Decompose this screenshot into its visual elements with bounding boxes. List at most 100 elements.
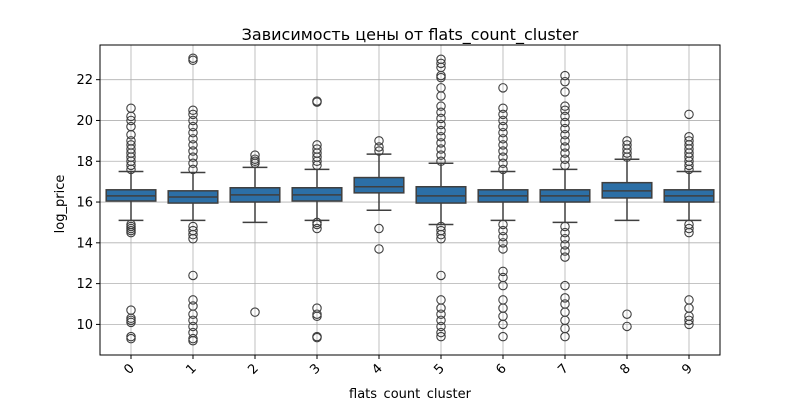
outlier-point	[560, 234, 570, 244]
outlier-point	[560, 142, 570, 152]
outlier-point	[560, 331, 570, 342]
outlier-point	[684, 219, 694, 230]
box-series	[105, 53, 715, 346]
outlier-point	[126, 136, 136, 146]
outlier-point	[498, 115, 508, 126]
outlier-point	[436, 321, 446, 332]
outlier-point	[188, 127, 198, 138]
outlier-point	[436, 58, 446, 69]
outlier-point	[250, 154, 260, 164]
outlier-point	[560, 240, 570, 250]
box-3	[291, 96, 343, 343]
outlier-point	[560, 148, 570, 158]
outlier-point	[436, 125, 446, 136]
plot-frame	[99, 44, 721, 356]
outlier-point	[374, 244, 384, 254]
outlier-point	[188, 225, 198, 236]
outlier-point	[312, 332, 322, 343]
x-tick-label: 0	[121, 361, 137, 377]
x-axis-label: flats_count_cluster	[349, 387, 472, 400]
outlier-point	[560, 160, 570, 171]
y-tick-label: 18	[76, 155, 93, 170]
outlier-point	[622, 140, 632, 150]
outlier-point	[250, 150, 260, 160]
outlier-point	[560, 87, 570, 97]
outlier-point	[498, 164, 508, 175]
outlier-point	[126, 333, 136, 344]
outlier-point	[188, 315, 198, 326]
x-tick-label: 7	[555, 361, 571, 377]
outlier-point	[436, 303, 446, 313]
y-axis-label: log_price	[53, 175, 68, 234]
outlier-point	[188, 158, 198, 169]
chart-title: Зависимость цены от flats_count_cluster	[242, 25, 579, 45]
outlier-point	[498, 134, 508, 144]
outlier-point	[560, 123, 570, 134]
outlier-point	[684, 223, 694, 234]
box-1	[167, 53, 219, 346]
outlier-point	[560, 117, 570, 128]
outlier-point	[126, 103, 136, 113]
outlier-point	[126, 219, 136, 230]
outlier-point	[684, 109, 694, 120]
outlier-point	[436, 107, 446, 118]
outlier-point	[622, 136, 632, 146]
y-tick-label: 12	[76, 277, 93, 292]
outlier-point	[126, 317, 136, 328]
outlier-point	[560, 154, 570, 164]
outlier-point	[436, 225, 446, 236]
outlier-point	[188, 140, 198, 150]
outlier-point	[498, 109, 508, 120]
outlier-point	[560, 76, 570, 87]
outlier-point	[312, 217, 322, 228]
box-9	[663, 109, 715, 330]
outlier-point	[498, 103, 508, 113]
outlier-point	[498, 219, 508, 230]
outlier-point	[684, 132, 694, 142]
outlier-point	[560, 105, 570, 116]
outlier-point	[436, 132, 446, 142]
outlier-point	[436, 309, 446, 319]
outlier-point	[436, 113, 446, 124]
outlier-point	[560, 227, 570, 238]
outlier-point	[188, 164, 198, 175]
outlier-point	[560, 246, 570, 256]
outlier-point	[560, 293, 570, 303]
x-axis: 0 1 2 3 4 5 6 7 8 9	[121, 355, 696, 378]
box-4	[353, 136, 405, 254]
outlier-point	[622, 309, 632, 319]
outlier-point	[498, 83, 508, 93]
y-tick-label: 20	[76, 114, 93, 129]
outlier-point	[436, 54, 446, 65]
outlier-point	[188, 115, 198, 126]
outlier-point	[498, 319, 508, 330]
iqr-box	[415, 185, 467, 204]
x-tick-label: 2	[245, 361, 261, 377]
x-tick-label: 1	[183, 361, 199, 377]
x-tick-label: 8	[617, 361, 633, 377]
outlier-point	[436, 138, 446, 148]
outlier-point	[126, 115, 136, 126]
outlier-point	[312, 96, 322, 106]
outlier-point	[188, 221, 198, 232]
outlier-point	[498, 152, 508, 162]
y-tick-label: 14	[76, 236, 93, 251]
outlier-point	[374, 136, 384, 146]
x-tick-label: 9	[679, 361, 695, 377]
outlier-point	[498, 266, 508, 277]
outlier-point	[498, 121, 508, 132]
outlier-point	[498, 225, 508, 236]
x-tick-label: 3	[307, 361, 323, 377]
outlier-point	[684, 315, 694, 326]
y-tick-label: 22	[76, 73, 93, 88]
outlier-point	[126, 121, 136, 132]
outlier-point	[560, 70, 570, 81]
outlier-point	[312, 140, 322, 150]
outlier-point	[498, 140, 508, 150]
outlier-point	[498, 238, 508, 248]
outlier-point	[560, 101, 570, 111]
outlier-point	[188, 321, 198, 332]
outlier-point	[498, 158, 508, 169]
x-tick-label: 5	[431, 361, 447, 377]
outlier-point	[436, 327, 446, 338]
